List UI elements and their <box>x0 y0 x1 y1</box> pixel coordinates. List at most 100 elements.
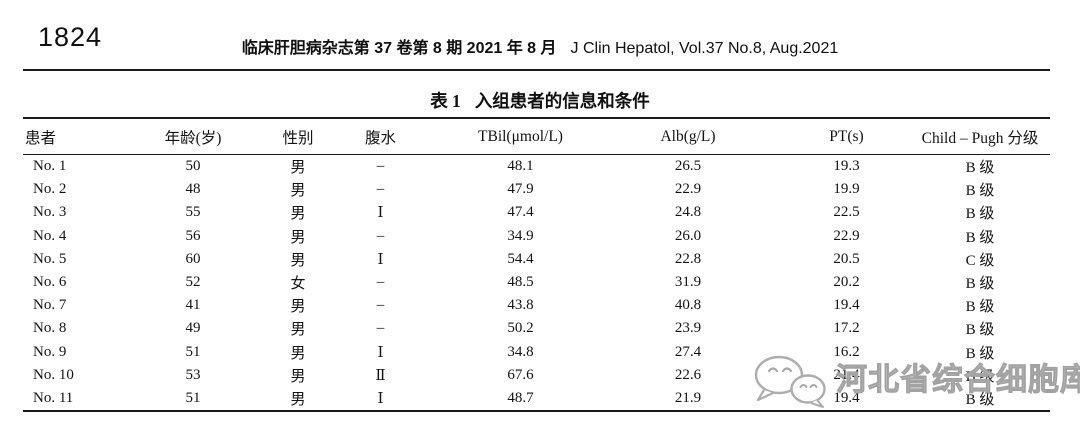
patients-table: 患者 年龄(岁) 性别 腹水 TBil(μmol/L) Alb(g/L) PT(s) Chil… <box>23 117 1050 413</box>
table-header-row: 患者 年龄(岁) 性别 腹水 TBil(μmol/L) Alb(g/L) PT(s) Chil… <box>23 119 1050 155</box>
table-cell: 60 <box>185 250 201 267</box>
table-cell: – <box>376 227 385 244</box>
table-cell: 男 <box>290 183 306 200</box>
table-row: No. 3 55 男 Ⅰ 47.4 24.8 22.5 B 级 <box>23 201 1050 224</box>
table-row: No. 7 41 男 – 43.8 40.8 19.4 B 级 <box>23 294 1050 317</box>
table-cell: 19.4 <box>833 389 860 406</box>
table-number-label: 表 1 <box>430 91 461 111</box>
table-cell: 34.9 <box>507 227 534 244</box>
table-row: No. 6 52 女 – 48.5 31.9 20.2 B 级 <box>23 271 1050 294</box>
table-cell: 22.9 <box>674 181 702 198</box>
table-cell: 男 <box>290 368 306 385</box>
table-cell: B 级 <box>965 183 995 200</box>
table-cell: 53 <box>185 366 201 383</box>
table-cell: 27.4 <box>674 343 702 360</box>
table-cell: 31.9 <box>674 274 702 291</box>
table-cell: 50 <box>185 158 201 175</box>
table-cell: 56 <box>185 227 201 244</box>
table-cell: B 级 <box>965 229 995 246</box>
table-cell: Ⅰ <box>377 344 384 361</box>
table-cell: 51 <box>185 389 201 406</box>
table-cell: 男 <box>290 206 306 223</box>
table-cell: 男 <box>290 160 306 177</box>
table-cell: 43.8 <box>507 297 534 314</box>
table-cell: 男 <box>290 391 306 408</box>
table-cell: 50.2 <box>507 320 534 337</box>
table-cell: B 级 <box>965 345 995 362</box>
table-row: No. 1 50 男 – 48.1 26.5 19.3 B 级 <box>23 155 1050 178</box>
table-cell: 男 <box>290 299 306 316</box>
table-cell: B 级 <box>965 160 995 177</box>
journal-header: 临床肝胆病杂志第 37 卷第 8 期 2021 年 8 月 J Clin Hepa… <box>0 34 1080 58</box>
table-cell: Ⅰ <box>377 205 384 222</box>
table-cell: B 级 <box>965 206 995 223</box>
table-cell: B 级 <box>965 276 995 293</box>
table-cell: 54.4 <box>507 250 534 267</box>
table-cell: 男 <box>290 345 306 362</box>
column-header: 性别 <box>282 129 314 147</box>
table-cell: No. 6 <box>33 274 67 291</box>
column-header: 患者 <box>25 129 57 147</box>
table-cell: 21.4 <box>833 366 860 383</box>
table-title: 表 1 入组患者的信息和条件 <box>0 88 1080 113</box>
table-row: No. 9 51 男 Ⅰ 34.8 27.4 16.2 B 级 <box>23 341 1050 364</box>
table-cell: – <box>376 158 385 175</box>
table-cell: 26.5 <box>674 158 702 175</box>
table-cell: No. 10 <box>33 366 74 383</box>
table-row: No. 10 53 男 Ⅱ 67.6 22.6 21.4 B 级 <box>23 364 1050 387</box>
table-cell: No. 9 <box>33 343 67 360</box>
table-cell: B 级 <box>965 299 995 316</box>
column-header: 年龄(岁) <box>164 129 222 147</box>
table-cell: 男 <box>290 229 306 246</box>
table-cell: 22.9 <box>833 227 860 244</box>
table-cell: No. 1 <box>33 158 67 175</box>
table-cell: No. 7 <box>33 297 67 314</box>
table-cell: No. 3 <box>33 204 67 221</box>
journal-header-chinese: 临床肝胆病杂志第 37 卷第 8 期 2021 年 8 月 <box>241 40 557 57</box>
table-cell: 21.9 <box>674 389 702 406</box>
table-cell: 女 <box>290 276 306 293</box>
table-row: No. 2 48 男 – 47.9 22.9 19.9 B 级 <box>23 178 1050 201</box>
table-cell: B 级 <box>965 368 995 385</box>
journal-header-english: J Clin Hepatol, Vol.37 No.8, Aug.2021 <box>570 40 839 57</box>
table-cell: 47.9 <box>507 181 534 198</box>
table-cell: – <box>376 297 385 314</box>
table-cell: 23.9 <box>674 320 702 337</box>
column-header: Alb(g/L) <box>660 127 716 145</box>
table-cell: 48.1 <box>507 158 534 175</box>
table-cell: 40.8 <box>674 297 702 314</box>
table-cell: No. 8 <box>33 320 67 337</box>
table-cell: 17.2 <box>833 320 860 337</box>
table-cell: 24.8 <box>674 204 702 221</box>
table-cell: 67.6 <box>507 366 534 383</box>
table-cell: 19.9 <box>833 181 860 198</box>
table-cell: No. 4 <box>33 227 67 244</box>
table-cell: B 级 <box>965 322 995 339</box>
table-cell: 51 <box>185 343 201 360</box>
table-cell: No. 11 <box>33 389 74 406</box>
table-cell: Ⅱ <box>375 367 386 384</box>
table-cell: 22.6 <box>674 366 702 383</box>
column-header: TBil(μmol/L) <box>478 127 563 145</box>
table-cell: 49 <box>185 320 201 337</box>
table-cell: – <box>376 320 385 337</box>
table-cell: 52 <box>185 274 201 291</box>
table-row: No. 11 51 男 Ⅰ 48.7 21.9 19.4 B 级 <box>23 387 1050 410</box>
page-number: 1824 <box>38 22 103 52</box>
table-cell: No. 5 <box>33 250 67 267</box>
table-cell: 20.5 <box>833 250 860 267</box>
table-cell: 男 <box>290 322 306 339</box>
table-cell: 19.3 <box>833 158 860 175</box>
table-cell: 16.2 <box>833 343 860 360</box>
table-cell: Ⅰ <box>377 390 384 407</box>
table-cell: – <box>376 274 385 291</box>
table-cell: 48.7 <box>507 389 534 406</box>
table-cell: 34.8 <box>507 343 534 360</box>
table-title-text: 入组患者的信息和条件 <box>474 91 650 111</box>
column-header: Child – Pugh 分级 <box>921 129 1039 147</box>
table-cell: 48 <box>185 181 201 198</box>
table-cell: 22.5 <box>833 204 860 221</box>
header-rule <box>23 69 1050 71</box>
table-row: No. 4 56 男 – 34.9 26.0 22.9 B 级 <box>23 225 1050 248</box>
